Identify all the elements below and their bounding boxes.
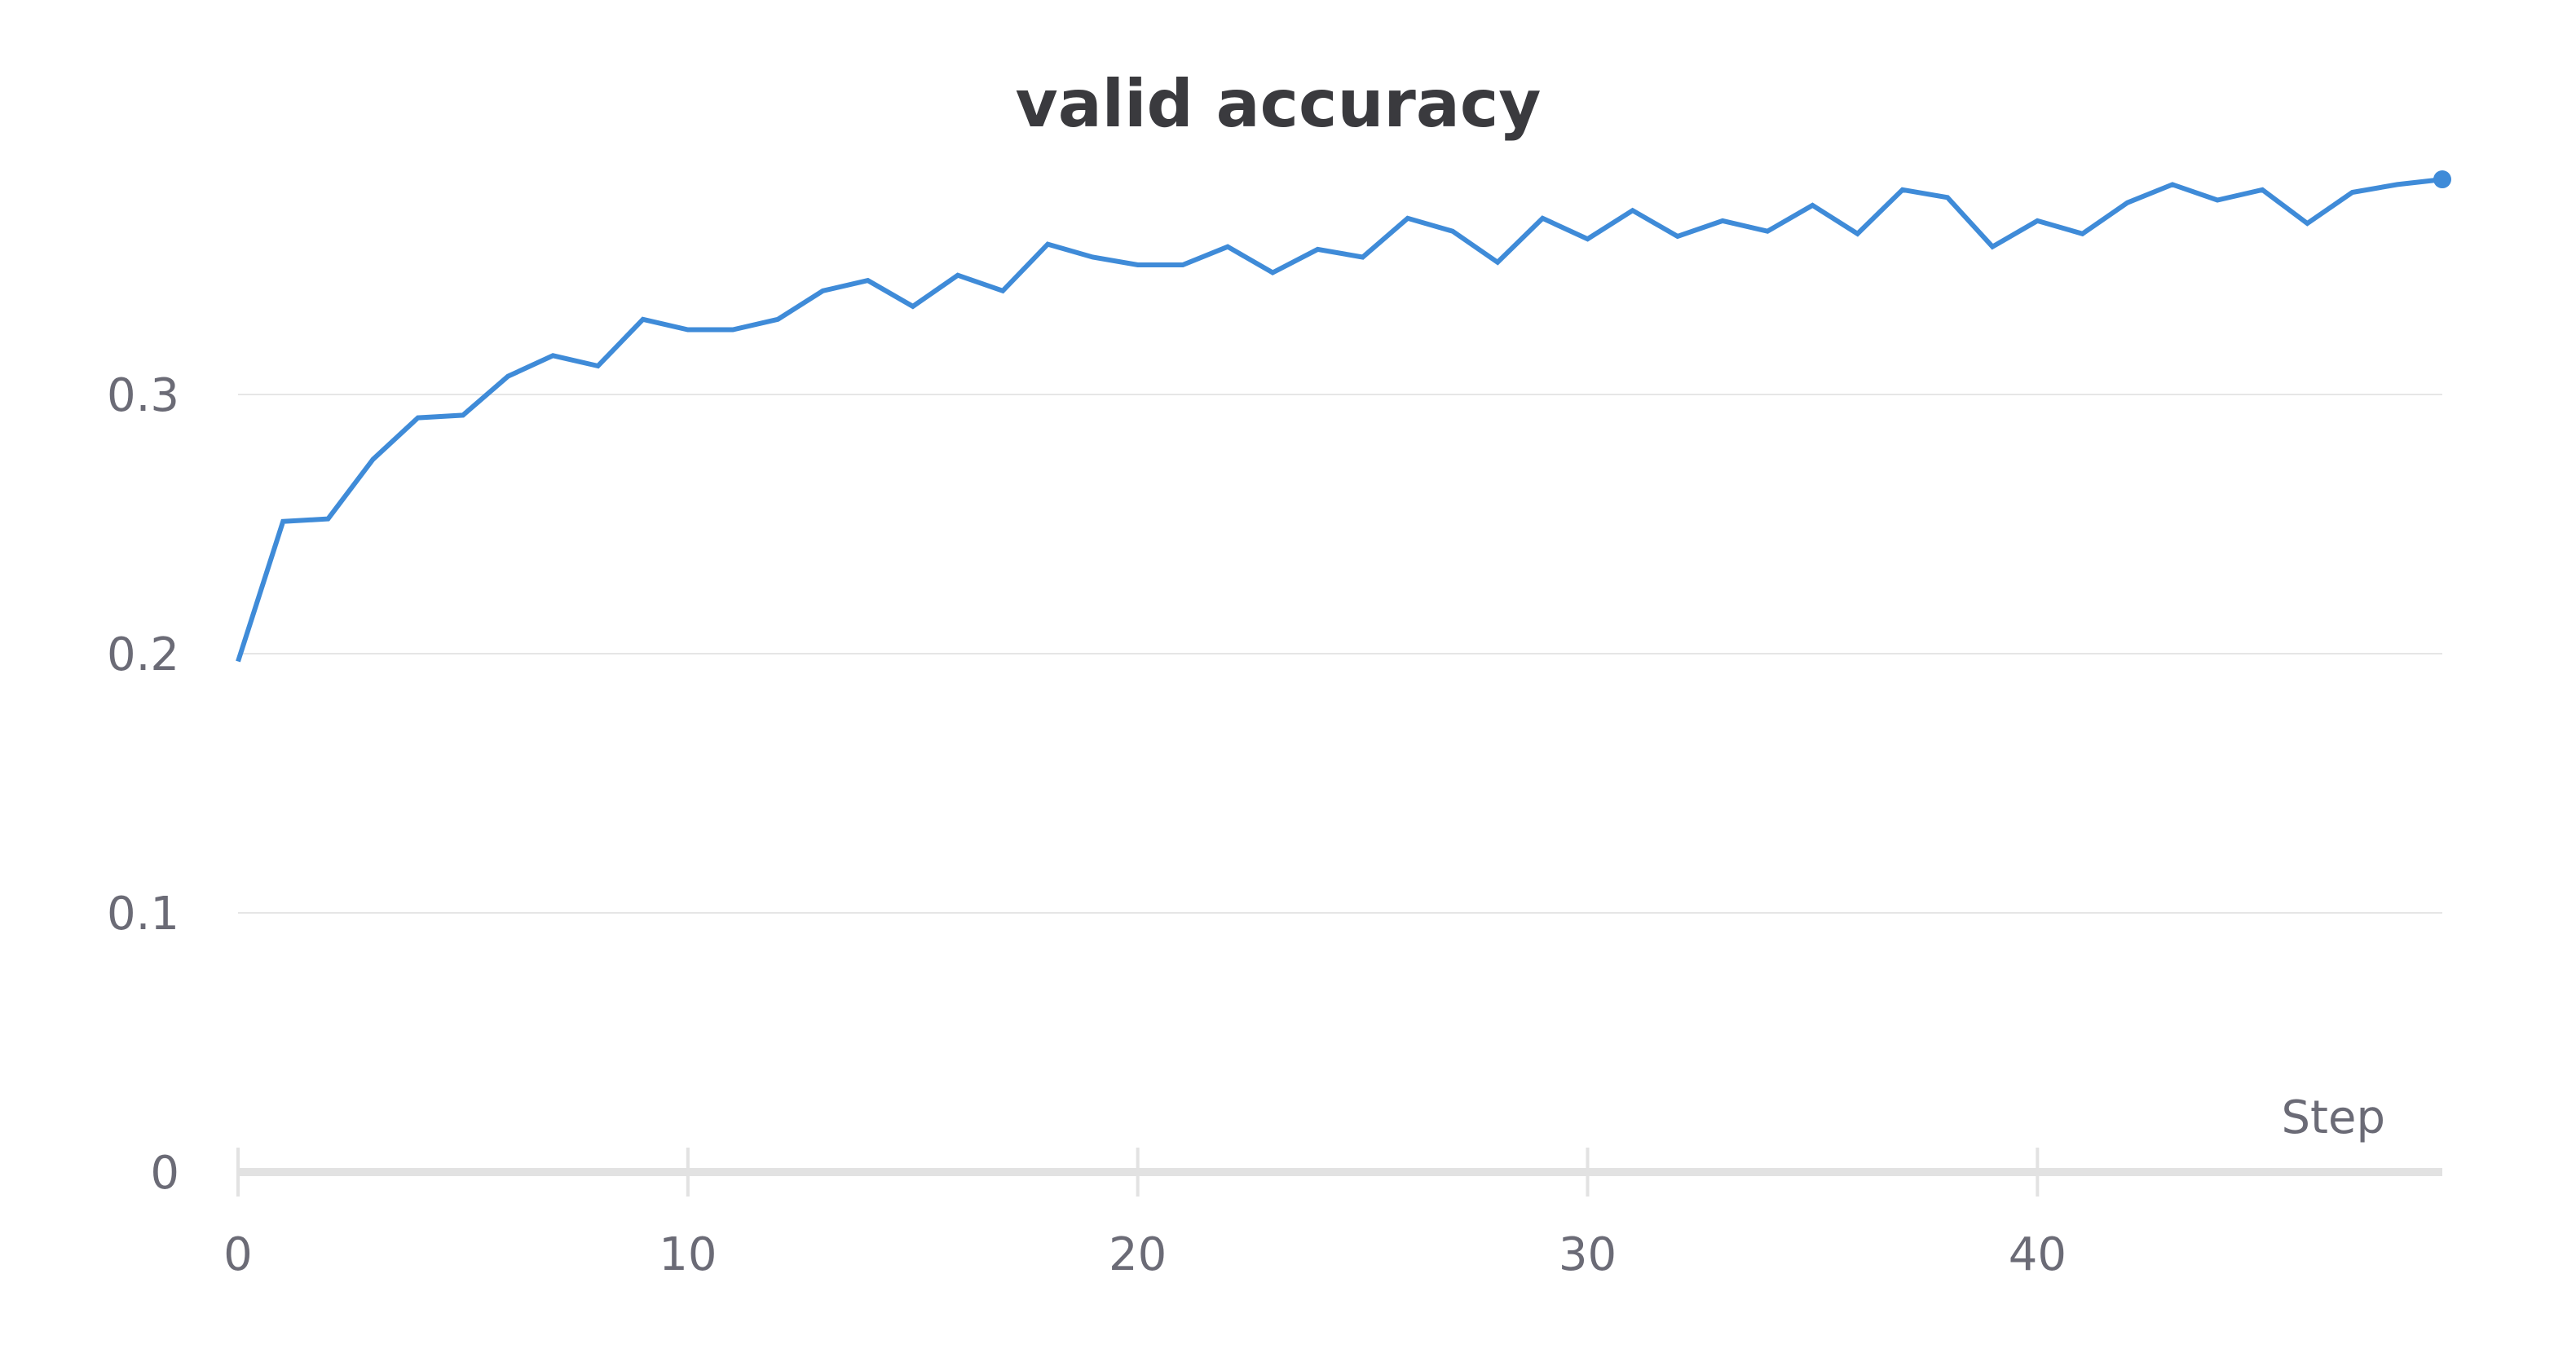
y-tick-label: 0.1 — [107, 888, 179, 941]
x-axis-label: Step — [2281, 1091, 2385, 1144]
x-axis-ticks: 0 10 20 30 40 — [223, 1148, 2067, 1281]
grid-lines — [238, 394, 2442, 914]
x-tick-label: 0 — [223, 1228, 253, 1281]
series-end-point[interactable] — [2433, 170, 2451, 189]
series-layer — [236, 170, 2451, 663]
y-tick-label: 0.2 — [107, 628, 179, 681]
series-line — [236, 177, 2443, 663]
chart-title: valid accuracy — [1016, 66, 1542, 142]
y-tick-label: 0 — [150, 1147, 179, 1200]
x-tick-label: 20 — [1109, 1228, 1167, 1281]
y-axis-ticks: 0 0.1 0.2 0.3 — [107, 369, 179, 1200]
x-tick-label: 30 — [1559, 1228, 1617, 1281]
x-tick-label: 40 — [2009, 1228, 2067, 1281]
y-tick-label: 0.3 — [107, 369, 179, 422]
x-tick-label: 10 — [659, 1228, 717, 1281]
